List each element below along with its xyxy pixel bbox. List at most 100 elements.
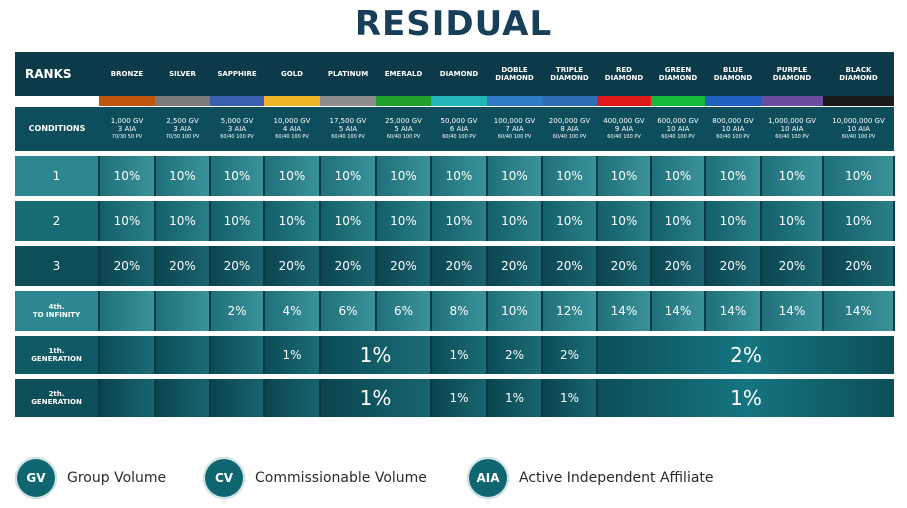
ranks-header-row: RANKS BRONZE SILVER SAPPHIRE GOLD PLATINUM EM… (15, 52, 894, 96)
rank-header-blue-diamond: BLUE DIAMOND (705, 52, 761, 96)
condition-gv: 25,000 GV (385, 117, 422, 125)
rank-color-strip (99, 96, 155, 107)
gen1-doble-diamond-cell: 2% (486, 331, 542, 377)
rank-name-line: GOLD (281, 70, 303, 78)
percentage-cell: 10% (319, 196, 376, 244)
gen1-red-to-black-cell: 2% (596, 331, 894, 377)
condition-cell: 1,000 GV 3 AIA 70/30 50 PV (99, 106, 155, 154)
gv-legend-text: Group Volume (67, 470, 167, 486)
row-label-line2: TO INFINITY (32, 311, 81, 319)
condition-aia: 10 AIA (780, 125, 804, 133)
percentage-cell: 20% (375, 241, 431, 289)
rank-name-line: BLUE (722, 66, 743, 74)
condition-pv: 60/40 100 PV (331, 134, 365, 140)
condition-pv: 70/30 100 PV (165, 134, 200, 140)
condition-cell: 1,000,000 GV 10 AIA 60/40 100 PV (761, 106, 823, 154)
gen2-doble-diamond-cell: 1% (486, 374, 542, 417)
rank-name-line: RED (616, 66, 632, 74)
condition-cell: 5,000 GV 3 AIA 60/40 100 PV (210, 106, 264, 154)
percentage-cell: 10% (209, 196, 264, 244)
rank-name-line: DIAMOND (713, 74, 753, 82)
condition-aia: 10 AIA (666, 125, 690, 133)
percentage-cell: 10% (760, 151, 823, 199)
rank-header-platinum: PLATINUM (320, 52, 376, 96)
condition-pv: 60/40 100 PV (497, 134, 532, 140)
percentage-cell: 14% (822, 286, 894, 334)
condition-aia: 8 AIA (560, 125, 579, 133)
rank-header-bronze: BRONZE (99, 52, 155, 96)
gen1-platinum-emerald-cell: 1% (319, 331, 431, 377)
cv-legend-text: Commissionable Volume (255, 470, 427, 486)
rank-name-line: DIAMOND (550, 74, 589, 82)
condition-cell: 10,000,000 GV 10 AIA 60/40 100 PV (823, 106, 894, 154)
condition-cell: 25,000 GV 5 AIA 60/40 100 PV (376, 106, 431, 154)
condition-aia: 3 AIA (227, 125, 247, 133)
rank-header-green-diamond: GREEN DIAMOND (651, 52, 705, 96)
rank-name-line: PURPLE (776, 66, 808, 74)
percentage-cell: 20% (650, 241, 705, 289)
condition-pv: 60/40 100 PV (841, 134, 876, 140)
percentage-cell: 10% (486, 196, 542, 244)
percentage-cell: 10% (596, 196, 651, 244)
rank-name-line: PLATINUM (327, 70, 369, 78)
cv-badge: CV (203, 457, 245, 499)
gen2-sapphire-cell (209, 374, 264, 417)
condition-pv: 60/40 100 PV (220, 134, 254, 140)
row-label: 2 (15, 196, 99, 244)
gen2-triple-diamond-cell: 1% (541, 374, 597, 417)
percentage-cell: 14% (596, 286, 651, 334)
rank-color-row (15, 96, 894, 107)
condition-cell: 600,000 GV 10 AIA 60/40 100 PV (651, 106, 705, 154)
rank-header-doble-diamond: DOBLE DIAMOND (487, 52, 542, 96)
rank-name-line: SAPPHIRE (217, 70, 257, 78)
condition-aia: 10 AIA (721, 125, 745, 133)
rank-name-line: DIAMOND (495, 74, 534, 82)
rank-header-silver: SILVER (155, 52, 210, 96)
condition-pv: 60/40 100 PV (661, 134, 695, 140)
percentage-cell: 10% (263, 196, 320, 244)
condition-aia: 5 AIA (338, 125, 358, 133)
legend-aia: AIA Active Independent Affiliate (467, 456, 714, 500)
rank-color-strip (210, 96, 264, 107)
level-1-row: 1 10% 10% 10% 10% 10% 10% 10% 10% 10% 10% 10% 10% 10… (15, 151, 894, 199)
percentage-cell: 10% (375, 151, 431, 199)
rank-header-red-diamond: RED DIAMOND (597, 52, 651, 96)
condition-gv: 800,000 GV (712, 117, 754, 125)
rank-color-strip (431, 96, 487, 107)
ranks-label: RANKS (15, 52, 99, 96)
residual-table: RANKS BRONZE SILVER SAPPHIRE GOLD PLATINUM EM… (15, 52, 894, 433)
percentage-cell (98, 286, 155, 334)
percentage-cell: 10% (430, 196, 487, 244)
percentage-cell: 10% (541, 196, 597, 244)
condition-gv: 10,000 GV (273, 117, 311, 125)
condition-aia: 10 AIA (847, 125, 870, 133)
percentage-cell: 10% (375, 196, 431, 244)
aia-legend-text: Active Independent Affiliate (519, 470, 714, 486)
rank-name-line: EMERALD (384, 70, 423, 78)
percentage-cell: 20% (486, 241, 542, 289)
condition-aia: 6 AIA (449, 125, 469, 133)
percentage-cell: 10% (154, 151, 210, 199)
condition-gv: 5,000 GV (220, 117, 254, 125)
rank-header-diamond: DIAMOND (431, 52, 487, 96)
condition-gv: 600,000 GV (657, 117, 699, 125)
rank-header-triple-diamond: TRIPLE DIAMOND (542, 52, 597, 96)
rank-name-line: DIAMOND (439, 70, 479, 78)
percentage-cell: 10% (650, 196, 705, 244)
condition-pv: 60/40 100 PV (442, 134, 476, 140)
percentage-cell: 10% (319, 151, 376, 199)
percentage-cell: 10% (650, 151, 705, 199)
condition-cell: 2,500 GV 3 AIA 70/30 100 PV (155, 106, 210, 154)
gen2-silver-cell (154, 374, 210, 417)
percentage-cell: 20% (98, 241, 155, 289)
percentage-cell: 20% (430, 241, 487, 289)
row-label-line1: 4th. (48, 303, 65, 311)
rank-name-line: DOBLE (501, 66, 528, 74)
row-label: 2th. GENERATION (15, 374, 99, 417)
percentage-cell: 10% (541, 151, 597, 199)
rank-color-strip (597, 96, 651, 107)
percentage-cell: 14% (650, 286, 705, 334)
condition-gv: 200,000 GV (548, 117, 591, 125)
condition-gv: 2,500 GV (166, 117, 199, 125)
rank-color-strip (542, 96, 597, 107)
